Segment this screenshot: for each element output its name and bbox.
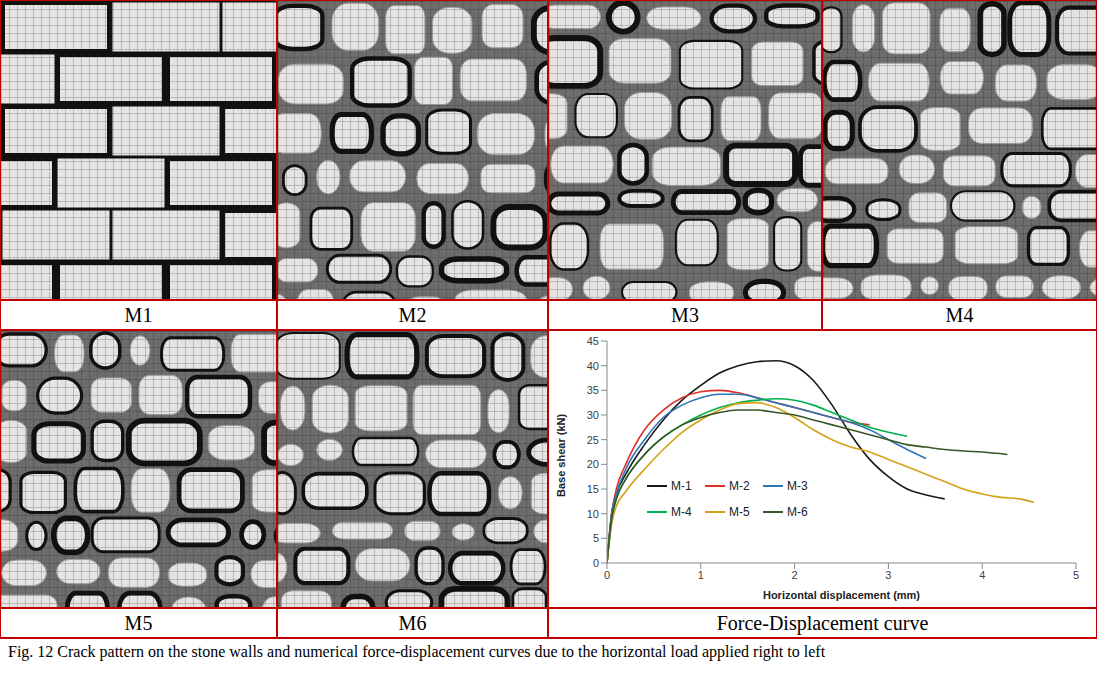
svg-text:0: 0 xyxy=(604,569,610,581)
html-text:M-1: M-1 xyxy=(671,479,692,493)
html-text:M-2: M-2 xyxy=(729,479,750,493)
html-text:M6: M6 xyxy=(398,612,427,634)
html-text:M5: M5 xyxy=(124,612,153,634)
svg-text:1: 1 xyxy=(698,569,704,581)
svg-text:3: 3 xyxy=(885,569,891,581)
html-text:Fig. 12 Crack pattern on the s: Fig. 12 Crack pattern on the stone walls… xyxy=(8,643,826,660)
svg-text:0: 0 xyxy=(593,557,599,569)
svg-text:40: 40 xyxy=(587,360,599,372)
svg-text:20: 20 xyxy=(587,458,599,470)
html-text:M3: M3 xyxy=(671,304,699,326)
html-text:M-5: M-5 xyxy=(729,505,750,519)
svg-text:4: 4 xyxy=(979,569,985,581)
svg-text:Horizontal displacement (mm): Horizontal displacement (mm) xyxy=(763,589,920,601)
svg-text:30: 30 xyxy=(587,409,599,421)
svg-text:45: 45 xyxy=(587,335,599,347)
html-text:M1: M1 xyxy=(124,304,153,326)
svg-text:10: 10 xyxy=(587,508,599,520)
svg-text:5: 5 xyxy=(1073,569,1079,581)
html-text:M-4: M-4 xyxy=(671,505,692,519)
svg-text:2: 2 xyxy=(792,569,798,581)
svg-text:15: 15 xyxy=(587,483,599,495)
html-text:M-6: M-6 xyxy=(787,505,808,519)
svg-text:25: 25 xyxy=(587,434,599,446)
svg-text:Base shear (kN): Base shear (kN) xyxy=(555,414,567,497)
html-text:M-3: M-3 xyxy=(787,479,808,493)
html-text:Force-Displacement curve: Force-Displacement curve xyxy=(716,612,929,634)
svg-text:35: 35 xyxy=(587,384,599,396)
svg-text:5: 5 xyxy=(593,532,599,544)
html-text:M2: M2 xyxy=(398,304,427,326)
html-text:M4: M4 xyxy=(945,304,974,326)
